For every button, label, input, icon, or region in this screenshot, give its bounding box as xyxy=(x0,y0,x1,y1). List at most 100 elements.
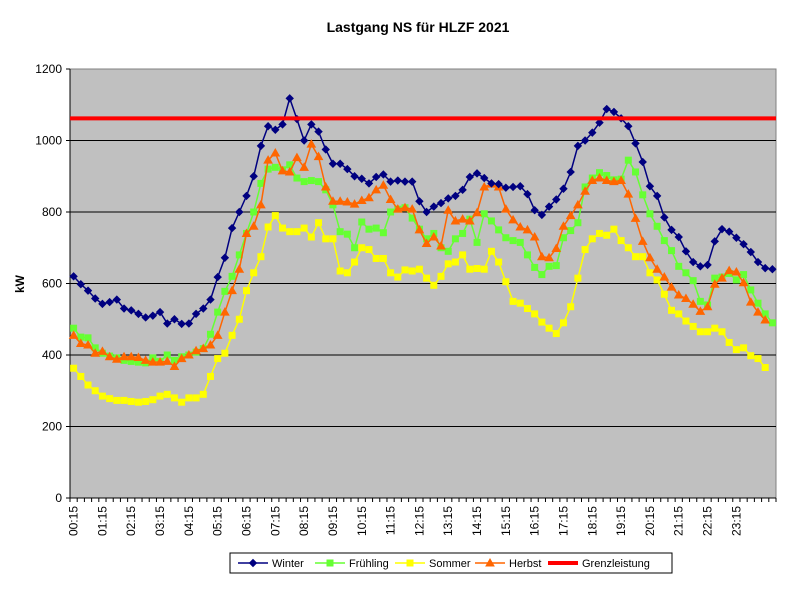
data-point-herbst xyxy=(421,238,432,247)
data-point-herbst xyxy=(299,162,309,171)
data-point-herbst xyxy=(479,181,490,191)
data-point-sommer xyxy=(761,364,769,372)
data-point-herbst xyxy=(428,232,439,241)
data-point-herbst xyxy=(104,351,115,361)
data-point-fruehling xyxy=(754,299,762,307)
data-point-sommer xyxy=(228,331,236,339)
data-point-fruehling xyxy=(509,237,517,245)
data-point-sommer xyxy=(379,254,387,262)
data-point-herbst xyxy=(176,353,187,363)
data-point-herbst xyxy=(414,224,425,234)
data-point-sommer xyxy=(509,297,517,305)
data-point-sommer xyxy=(351,258,359,266)
data-point-fruehling xyxy=(732,276,740,284)
data-point-fruehling xyxy=(675,262,683,270)
data-point-sommer xyxy=(451,258,459,266)
data-point-winter xyxy=(768,264,777,274)
data-point-winter xyxy=(746,247,755,257)
data-point-winter xyxy=(573,141,583,151)
y-tick-label: 400 xyxy=(42,348,62,362)
y-tick-label: 1000 xyxy=(35,134,62,148)
data-point-winter xyxy=(595,118,604,127)
data-point-herbst xyxy=(371,184,382,194)
data-point-herbst xyxy=(313,151,324,161)
data-point-winter xyxy=(364,179,374,188)
data-point-winter xyxy=(184,319,194,328)
data-point-winter xyxy=(206,295,215,304)
x-tick-label: 15:15 xyxy=(499,506,513,536)
legend: Winter Frühling Sommer Herbst Grenzleistung xyxy=(229,552,673,574)
data-point-herbst xyxy=(133,352,144,362)
data-point-winter xyxy=(451,191,460,201)
data-point-herbst xyxy=(508,214,518,224)
data-point-fruehling xyxy=(300,178,308,186)
data-point-herbst xyxy=(83,339,93,349)
data-point-fruehling xyxy=(574,219,582,227)
x-tick-label: 04:15 xyxy=(182,506,196,536)
data-point-herbst xyxy=(659,272,670,281)
data-point-herbst xyxy=(580,186,590,195)
x-tick-label: 06:15 xyxy=(240,506,254,536)
data-point-winter xyxy=(508,182,518,192)
chart-title: Lastgang NS für HLZF 2021 xyxy=(327,19,510,35)
data-point-herbst xyxy=(147,357,158,366)
data-point-sommer xyxy=(480,265,488,273)
data-point-herbst xyxy=(155,357,165,366)
y-tick-label: 0 xyxy=(55,491,62,505)
data-point-herbst xyxy=(609,176,619,186)
data-point-sommer xyxy=(142,397,150,405)
data-point-winter xyxy=(271,125,280,134)
data-point-sommer xyxy=(243,287,250,295)
data-point-winter xyxy=(458,185,467,195)
data-point-herbst xyxy=(119,351,129,361)
data-point-herbst xyxy=(681,293,691,303)
data-point-fruehling xyxy=(639,191,647,199)
data-point-winter xyxy=(227,223,237,233)
series-sommer xyxy=(70,212,769,406)
data-point-winter xyxy=(652,191,662,201)
data-point-winter xyxy=(148,311,158,320)
legend-label: Grenzleistung xyxy=(582,558,650,570)
data-point-fruehling xyxy=(451,235,459,243)
data-point-herbst xyxy=(140,355,151,364)
data-point-herbst xyxy=(616,175,626,185)
data-point-fruehling xyxy=(632,168,640,176)
series-winter xyxy=(69,94,777,329)
data-point-sommer xyxy=(199,390,207,398)
data-point-sommer xyxy=(170,394,178,402)
data-point-sommer xyxy=(718,328,726,336)
data-point-herbst xyxy=(378,180,389,189)
data-point-winter xyxy=(552,195,561,204)
data-point-sommer xyxy=(106,395,114,403)
data-point-sommer xyxy=(336,267,344,275)
data-point-herbst xyxy=(645,252,655,262)
data-point-sommer xyxy=(596,229,603,237)
data-point-herbst xyxy=(198,343,209,353)
data-point-herbst xyxy=(75,338,86,348)
data-point-herbst xyxy=(500,204,511,213)
data-point-herbst xyxy=(407,204,418,213)
data-point-herbst xyxy=(464,215,475,225)
data-point-sommer xyxy=(387,269,395,277)
data-point-sommer xyxy=(704,328,712,336)
legend-marker xyxy=(485,557,495,567)
data-point-winter xyxy=(609,107,619,117)
x-tick-label: 10:15 xyxy=(355,506,369,536)
data-point-fruehling xyxy=(523,251,531,259)
data-point-winter xyxy=(465,172,475,182)
data-point-winter xyxy=(472,169,482,178)
data-point-winter xyxy=(732,233,741,242)
data-point-sommer xyxy=(430,281,438,289)
data-point-fruehling xyxy=(567,227,575,235)
data-point-herbst xyxy=(392,204,403,213)
data-point-sommer xyxy=(747,352,755,360)
x-tick-label: 20:15 xyxy=(643,506,657,536)
data-point-sommer xyxy=(567,303,575,311)
data-point-winter xyxy=(177,319,186,329)
data-point-sommer xyxy=(286,228,294,236)
data-point-sommer xyxy=(653,276,661,284)
data-point-sommer xyxy=(732,346,740,354)
data-point-herbst xyxy=(234,264,245,273)
data-point-fruehling xyxy=(372,224,380,232)
